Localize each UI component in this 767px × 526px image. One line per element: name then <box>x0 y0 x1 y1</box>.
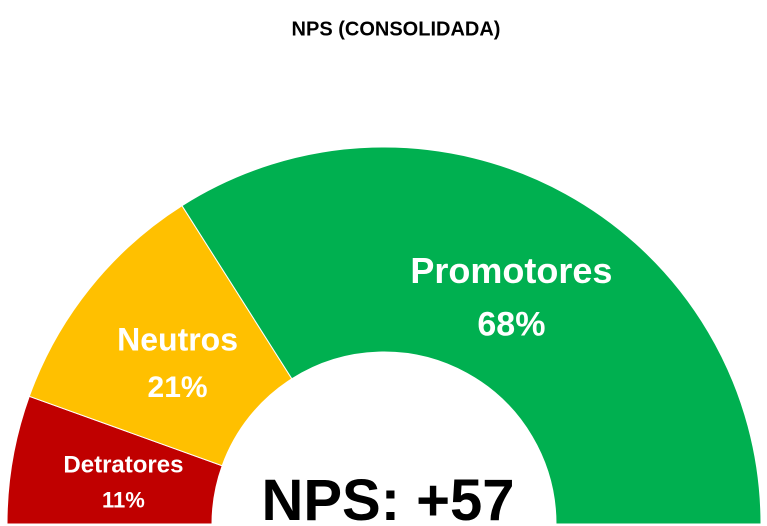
center-label: NPS: +57 <box>261 468 514 526</box>
segment <box>181 146 762 525</box>
segment-label: Promotores <box>410 250 612 291</box>
segment-value-label: 68% <box>477 305 545 343</box>
arcs <box>6 146 762 525</box>
segment-label: Detratores <box>63 452 183 479</box>
segment-value-label: 11% <box>102 487 145 512</box>
segment-value-label: 21% <box>148 371 208 404</box>
chart-title: NPS (CONSOLIDADA) <box>292 18 501 40</box>
segment-label: Neutros <box>117 322 238 358</box>
segment <box>28 204 293 467</box>
